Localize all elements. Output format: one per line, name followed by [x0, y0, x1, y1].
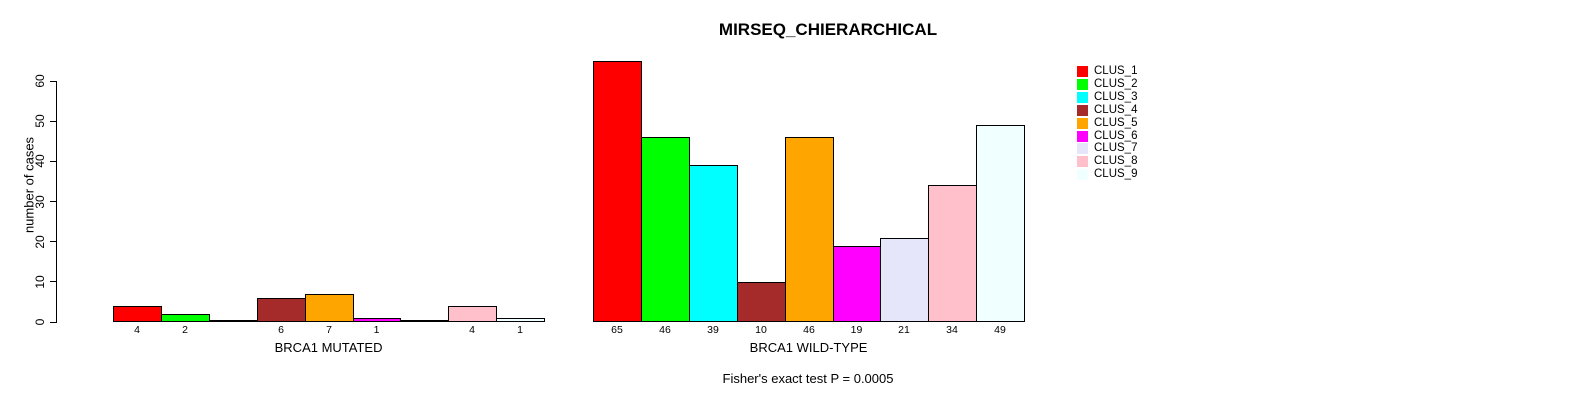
- y-tick-label: 60: [33, 74, 47, 88]
- y-tick-label: 30: [33, 194, 47, 209]
- bar-clus_5-wildtype: [785, 137, 834, 322]
- bar-clus_2-wildtype: [641, 137, 690, 322]
- y-axis-line: [56, 81, 57, 323]
- bar-clus_5-mutated: [305, 294, 354, 322]
- bar-value-label: 21: [898, 324, 910, 336]
- y-tick-label: 40: [33, 154, 47, 169]
- y-tick: [50, 201, 57, 202]
- legend-swatch-clus_5: [1077, 117, 1088, 129]
- legend-label-clus_4: CLUS_4: [1094, 103, 1138, 116]
- legend-label-clus_3: CLUS_3: [1094, 90, 1138, 103]
- bar-value-label: 6: [278, 324, 284, 336]
- y-tick: [50, 80, 57, 82]
- zero-bar-clus_3: [209, 320, 258, 322]
- bar-clus_1-mutated: [113, 306, 162, 322]
- bar-value-label: 49: [994, 324, 1006, 336]
- bar-clus_4-wildtype: [737, 282, 786, 322]
- bar-value-label: 34: [946, 324, 958, 336]
- bar-clus_9-mutated: [496, 318, 545, 322]
- group-label-wildtype: BRCA1 WILD-TYPE: [749, 340, 868, 355]
- fisher-test-annotation: Fisher's exact test P = 0.0005: [722, 371, 894, 386]
- y-axis-title: number of cases: [21, 136, 37, 234]
- bar-value-label: 39: [707, 324, 719, 336]
- y-tick-label: 0: [33, 318, 47, 326]
- legend-label-clus_5: CLUS_5: [1094, 116, 1138, 129]
- y-tick: [50, 281, 57, 283]
- bar-value-label: 7: [326, 324, 332, 336]
- bar-value-label: 4: [469, 324, 475, 336]
- legend-label-clus_7: CLUS_7: [1094, 142, 1138, 155]
- y-tick: [50, 160, 57, 162]
- bar-clus_9-wildtype: [976, 125, 1025, 322]
- bar-clus_3-wildtype: [689, 165, 738, 322]
- chart-title: MIRSEQ_CHIERARCHICAL: [718, 20, 938, 39]
- bar-value-label: 65: [611, 324, 623, 336]
- legend-swatch-clus_9: [1077, 169, 1088, 181]
- legend-label-clus_9: CLUS_9: [1094, 168, 1138, 181]
- y-tick-label: 20: [33, 234, 47, 249]
- legend-swatch-clus_8: [1077, 156, 1088, 168]
- bar-value-label: 19: [850, 324, 863, 336]
- bar-clus_6-mutated: [353, 318, 401, 322]
- y-tick: [50, 120, 57, 122]
- y-tick-label: 10: [33, 275, 47, 289]
- bar-value-label: 10: [755, 324, 767, 336]
- group-label-mutated: BRCA1 MUTATED: [274, 340, 383, 355]
- bar-value-label: 2: [182, 324, 188, 336]
- zero-bar-clus_7: [400, 320, 449, 322]
- bar-clus_7-wildtype: [880, 238, 929, 322]
- legend-swatch-clus_7: [1077, 143, 1088, 155]
- bar-value-label: 1: [373, 324, 380, 336]
- legend-swatch-clus_4: [1077, 104, 1088, 116]
- bar-value-label: 1: [517, 324, 523, 336]
- y-tick: [50, 321, 57, 323]
- legend-label-clus_8: CLUS_8: [1094, 155, 1138, 168]
- bar-clus_6-wildtype: [833, 246, 881, 322]
- legend-swatch-clus_3: [1077, 91, 1088, 103]
- legend-label-clus_1: CLUS_1: [1094, 65, 1138, 77]
- legend-swatch-clus_2: [1077, 78, 1088, 90]
- legend-label-clus_2: CLUS_2: [1094, 77, 1138, 90]
- y-tick-label: 50: [33, 114, 47, 128]
- bar-clus_4-mutated: [257, 298, 306, 322]
- legend-swatch-clus_1: [1077, 66, 1088, 77]
- bar-clus_8-wildtype: [928, 185, 977, 322]
- bar-value-label: 46: [659, 324, 671, 336]
- bar-value-label: 46: [803, 324, 815, 336]
- legend-swatch-clus_6: [1077, 130, 1088, 142]
- y-tick: [50, 241, 57, 243]
- legend-label-clus_6: CLUS_6: [1094, 129, 1138, 142]
- bar-clus_8-mutated: [448, 306, 497, 322]
- bar-value-label: 4: [134, 324, 140, 336]
- bar-clus_1-wildtype: [593, 61, 642, 322]
- bar-clus_2-mutated: [161, 314, 210, 322]
